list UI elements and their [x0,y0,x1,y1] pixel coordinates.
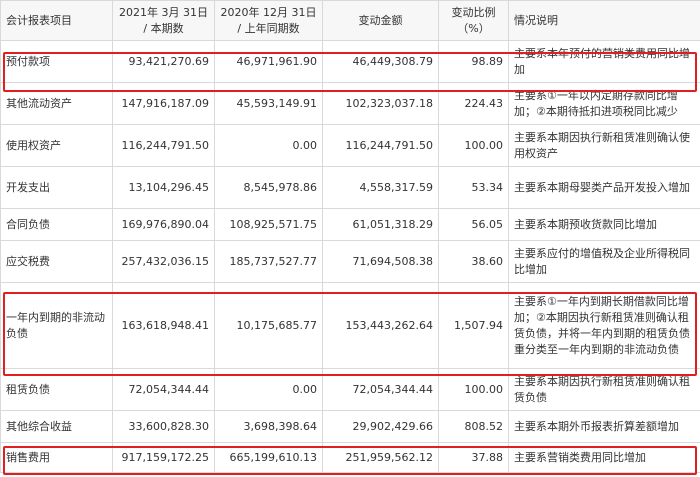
table-row: 应交税费 257,432,036.15 185,737,527.77 71,69… [0,240,700,283]
row-ratio: 100.00 [438,124,509,167]
row-ratio: 808.52 [438,410,509,443]
row-note: 主要系营销类费用同比增加 [508,442,700,473]
row-change: 102,323,037.18 [322,82,439,125]
row-item: 租赁负债 [0,368,113,411]
row-change: 251,959,562.12 [322,442,439,473]
row-ratio: 100.00 [438,368,509,411]
row-previous: 10,175,685.77 [214,282,323,369]
row-change: 61,051,318.29 [322,208,439,241]
row-item: 其他流动资产 [0,82,113,125]
row-change: 29,902,429.66 [322,410,439,443]
table-row: 租赁负债 72,054,344.44 0.00 72,054,344.44 10… [0,368,700,411]
row-note: 主要系本年预付的营销类费用同比增加 [508,40,700,83]
row-item: 销售费用 [0,442,113,473]
row-current: 93,421,270.69 [112,40,215,83]
row-current: 13,104,296.45 [112,166,215,209]
table-row: 销售费用 917,159,172.25 665,199,610.13 251,9… [0,442,700,473]
row-change: 153,443,262.64 [322,282,439,369]
header-change: 变动金额 [322,0,439,41]
row-current: 116,244,791.50 [112,124,215,167]
row-change: 46,449,308.79 [322,40,439,83]
row-item: 应交税费 [0,240,113,283]
row-current: 163,618,948.41 [112,282,215,369]
row-change: 71,694,508.38 [322,240,439,283]
row-ratio: 37.88 [438,442,509,473]
header-current: 2021年 3月 31日 / 本期数 [112,0,215,41]
row-item: 其他综合收益 [0,410,113,443]
row-previous: 45,593,149.91 [214,82,323,125]
table-row: 其他流动资产 147,916,187.09 45,593,149.91 102,… [0,82,700,125]
row-item: 合同负债 [0,208,113,241]
row-previous: 0.00 [214,368,323,411]
row-item: 开发支出 [0,166,113,209]
row-item: 预付款项 [0,40,113,83]
row-current: 147,916,187.09 [112,82,215,125]
header-ratio: 变动比例（%） [438,0,509,41]
row-current: 72,054,344.44 [112,368,215,411]
row-current: 917,159,172.25 [112,442,215,473]
table-row: 其他综合收益 33,600,828.30 3,698,398.64 29,902… [0,410,700,443]
header-item: 会计报表项目 [0,0,113,41]
row-note: 主要系本期母婴类产品开发投入增加 [508,166,700,209]
table-row: 预付款项 93,421,270.69 46,971,961.90 46,449,… [0,40,700,83]
row-ratio: 53.34 [438,166,509,209]
row-previous: 3,698,398.64 [214,410,323,443]
row-ratio: 1,507.94 [438,282,509,369]
row-previous: 108,925,571.75 [214,208,323,241]
row-current: 169,976,890.04 [112,208,215,241]
row-change: 4,558,317.59 [322,166,439,209]
row-note: 主要系本期外币报表折算差额增加 [508,410,700,443]
table-row: 开发支出 13,104,296.45 8,545,978.86 4,558,31… [0,166,700,209]
row-previous: 46,971,961.90 [214,40,323,83]
row-current: 33,600,828.30 [112,410,215,443]
table-row: 使用权资产 116,244,791.50 0.00 116,244,791.50… [0,124,700,167]
row-ratio: 56.05 [438,208,509,241]
row-ratio: 98.89 [438,40,509,83]
row-item: 一年内到期的非流动负债 [0,282,113,369]
row-previous: 0.00 [214,124,323,167]
table-row: 合同负债 169,976,890.04 108,925,571.75 61,05… [0,208,700,241]
row-previous: 8,545,978.86 [214,166,323,209]
row-note: 主要系应付的增值税及企业所得税同比增加 [508,240,700,283]
row-previous: 665,199,610.13 [214,442,323,473]
row-ratio: 38.60 [438,240,509,283]
row-note: 主要系①一年以内定期存款同比增加；②本期待抵扣进项税同比减少 [508,82,700,125]
row-current: 257,432,036.15 [112,240,215,283]
header-note: 情况说明 [508,0,700,41]
row-item: 使用权资产 [0,124,113,167]
header-previous: 2020年 12月 31日 / 上年同期数 [214,0,323,41]
row-previous: 185,737,527.77 [214,240,323,283]
row-note: 主要系本期因执行新租赁准则确认租赁负债 [508,368,700,411]
row-ratio: 224.43 [438,82,509,125]
table-header-row: 会计报表项目 2021年 3月 31日 / 本期数 2020年 12月 31日 … [0,0,700,41]
row-note: 主要系①一年内到期长期借款同比增加；②本期因执行新租赁准则确认租赁负债，并将一年… [508,282,700,369]
table-row: 一年内到期的非流动负债 163,618,948.41 10,175,685.77… [0,282,700,369]
row-change: 116,244,791.50 [322,124,439,167]
row-note: 主要系本期因执行新租赁准则确认使用权资产 [508,124,700,167]
row-note: 主要系本期预收货款同比增加 [508,208,700,241]
row-change: 72,054,344.44 [322,368,439,411]
